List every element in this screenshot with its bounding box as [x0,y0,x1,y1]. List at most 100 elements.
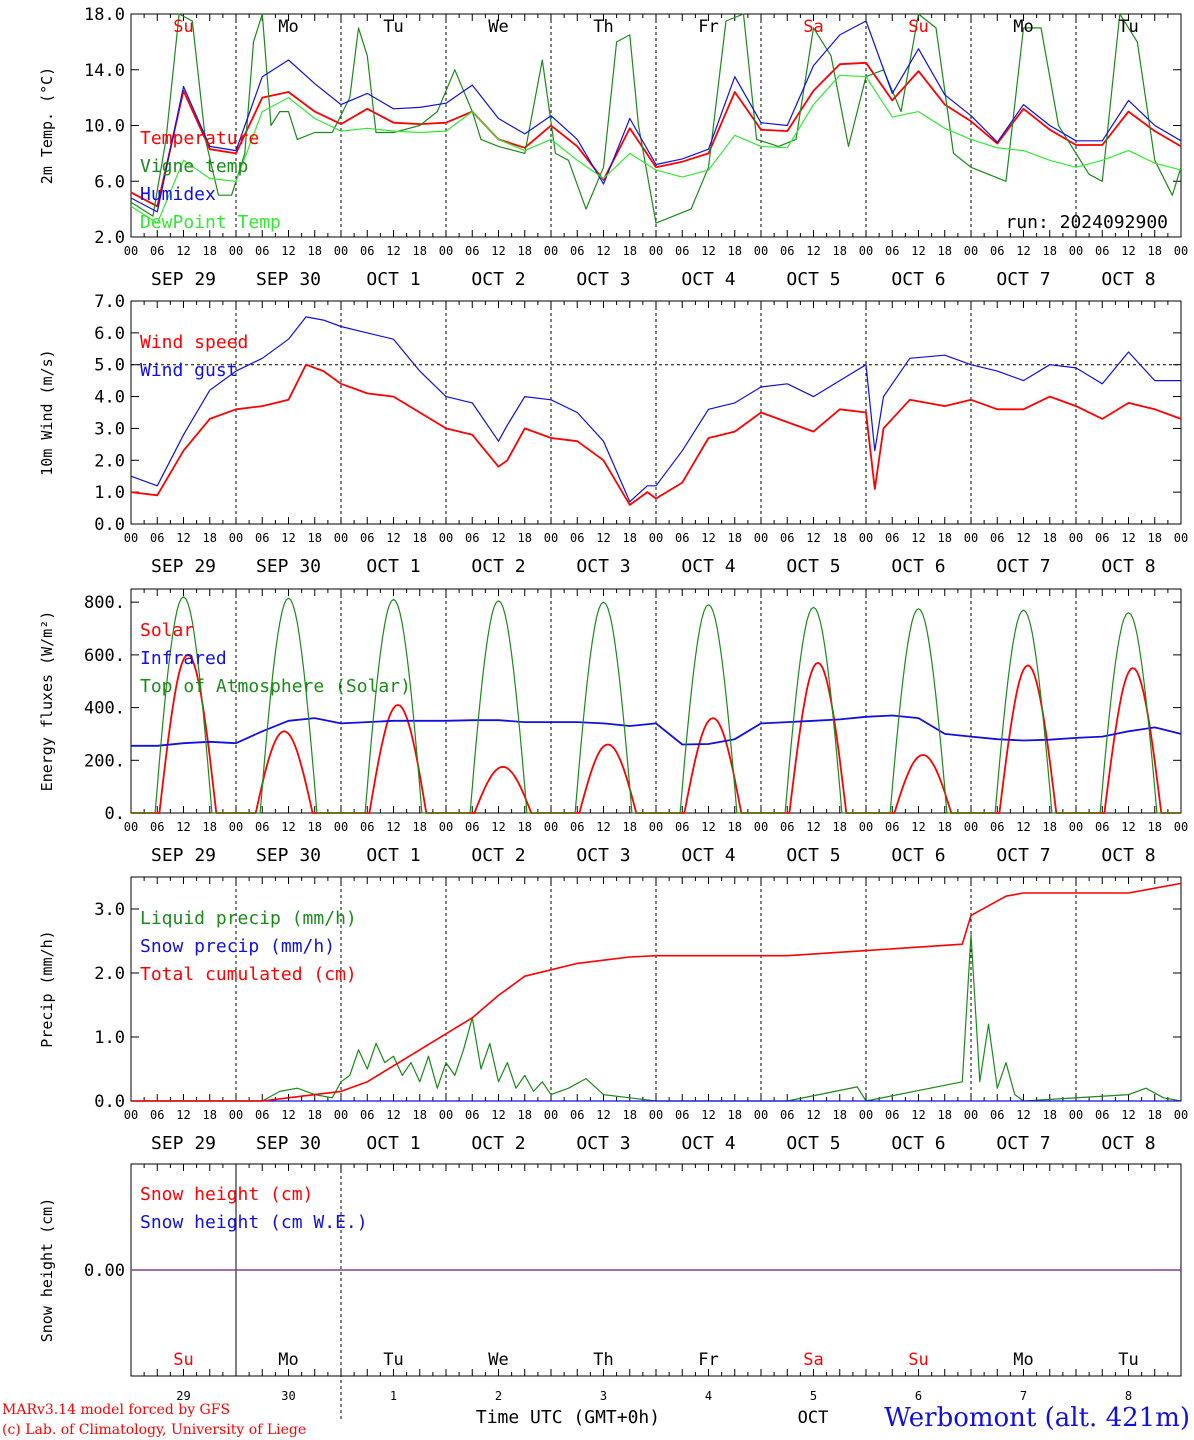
panel-3-hour-tick-label: 18 [1043,820,1057,834]
series-infrared-line [131,714,1182,747]
panel-2-hour-tick-label: 06 [885,531,899,545]
panel-3-date-label: OCT 1 [366,845,420,866]
panel-4-y-axis-label: Precip (mm/h) [38,930,56,1047]
panel-5-day-number: 1 [390,1389,397,1403]
panel-3-y-tick-label: 200. [84,751,125,771]
panel-5-weekday-label: Su [173,1350,193,1370]
panel-3-hour-tick-label: 00 [544,820,558,834]
panel-1-hour-tick-label: 12 [596,244,610,258]
panel-2-hour-tick-label: 18 [203,531,217,545]
panel-1-hour-tick-label: 06 [990,244,1004,258]
panel-4-hour-tick-label: 18 [938,1108,952,1122]
panel-3-y-tick-label: 600. [84,646,125,666]
panel-1-hour-tick-label: 18 [518,244,532,258]
panel-3-hour-tick-label: 18 [728,820,742,834]
panel-4-hour-tick-label: 00 [124,1108,138,1122]
panel-3-hour-tick-label: 12 [806,820,820,834]
panel-1-hour-tick-label: 06 [255,244,269,258]
lab-credit-line: (c) Lab. of Climatology, University of L… [2,1422,306,1438]
panel-3-hour-tick-label: 12 [701,820,715,834]
panel-1-hour-tick-label: 12 [911,244,925,258]
panel-2-hour-tick-label: 12 [701,531,715,545]
panel-4-hour-tick-label: 06 [570,1108,584,1122]
panel-1-legend-temperature: Temperature [140,128,259,149]
panel-2-hour-tick-label: 06 [255,531,269,545]
panel-3-hour-tick-label: 06 [465,820,479,834]
series-wind-speed-line [130,363,1182,506]
panel-1-y-tick-label: 14.0 [84,61,125,81]
panel-1-hour-tick-label: 06 [570,244,584,258]
panel-1-hour-tick-label: 00 [439,244,453,258]
panel-1-hour-tick-label: 12 [281,244,295,258]
panel-1-date-label: OCT 6 [891,269,945,290]
panel-4-y-tick-label: 3.0 [94,900,125,920]
panel-2-date-label: SEP 29 [151,556,216,577]
panel-4-hour-tick-label: 12 [491,1108,505,1122]
panel-4-hour-tick-label: 06 [150,1108,164,1122]
panel-2-y-tick-label: 2.0 [94,451,125,471]
panel-4-hour-tick-label: 00 [964,1108,978,1122]
panel-3-hour-tick-label: 06 [990,820,1004,834]
panel-4-legend-total-cumulated-cm-: Total cumulated (cm) [140,964,357,985]
x-axis-title: Time UTC (GMT+0h) [476,1407,660,1428]
panel-1-date-label: OCT 3 [576,269,630,290]
panel-2-date-label: OCT 8 [1101,556,1155,577]
panel-1-date-label: OCT 5 [786,269,840,290]
panel-3-hour-tick-label: 00 [229,820,243,834]
panel-4-y-tick-label: 1.0 [94,1028,125,1048]
panel-3-hour-tick-label: 06 [1095,820,1109,834]
panel-2-hour-tick-label: 12 [596,531,610,545]
panel-1-hour-tick-label: 12 [701,244,715,258]
panel-1-hour-tick-label: 06 [885,244,899,258]
panel-3-y-tick-label: 0. [105,804,125,824]
panel-4-hour-tick-label: 18 [623,1108,637,1122]
panel-1-y-axis-label: 2m Temp. (°C) [38,67,56,184]
panel-3-hour-tick-label: 12 [491,820,505,834]
panel-1-y-tick-label: 2.0 [94,228,125,248]
panel-2-hour-tick-label: 06 [570,531,584,545]
panel-3-hour-tick-label: 06 [360,820,374,834]
panel-4-hour-tick-label: 06 [675,1108,689,1122]
panel-3-hour-tick-label: 00 [964,820,978,834]
panel-1-date-label: SEP 29 [151,269,216,290]
panel-1-weekday-label: Su [908,17,928,37]
panel-1-hour-tick-label: 18 [413,244,427,258]
panel-5-day-number: 2 [495,1389,502,1403]
panel-4-hour-tick-label: 12 [596,1108,610,1122]
panel-4-hour-tick-label: 06 [780,1108,794,1122]
panel-2-hour-tick-label: 18 [518,531,532,545]
panel-2-date-label: OCT 6 [891,556,945,577]
panel-3-hour-tick-label: 18 [938,820,952,834]
panel-1-hour-tick-label: 00 [124,244,138,258]
panel-4-hour-tick-label: 00 [544,1108,558,1122]
panel-3-hour-tick-label: 06 [150,820,164,834]
panel-2-hour-tick-label: 18 [1043,531,1057,545]
panel-1-hour-tick-label: 18 [203,244,217,258]
panel-3-hour-tick-label: 12 [1121,820,1135,834]
panel-5-day-number: 5 [810,1389,817,1403]
panel-1-hour-tick-label: 00 [859,244,873,258]
panel-2-hour-tick-label: 00 [754,531,768,545]
panel-2-hour-tick-label: 06 [150,531,164,545]
panel-3-y-tick-label: 400. [84,699,125,719]
panel-2-y-tick-label: 4.0 [94,388,125,408]
panel-5-weekday-label: Su [908,1350,928,1370]
panel-2-y-tick-label: 5.0 [94,356,125,376]
panel-4-hour-tick-label: 00 [1069,1108,1083,1122]
panel-4-date-label: SEP 30 [256,1133,321,1154]
panel-4-date-label: OCT 1 [366,1133,420,1154]
panel-1-hour-tick-label: 00 [754,244,768,258]
panel-5-weekday-label: Tu [1118,1350,1138,1370]
panel-4-hour-tick-label: 18 [203,1108,217,1122]
panel-3-date-label: OCT 2 [471,845,525,866]
panel-2-hour-tick-label: 00 [439,531,453,545]
panel-1-hour-tick-label: 18 [623,244,637,258]
panel-3-hour-tick-label: 00 [124,820,138,834]
panel-2-hour-tick-label: 12 [281,531,295,545]
panel-1-date-label: OCT 4 [681,269,735,290]
panel-5-weekday-label: Th [593,1350,613,1370]
panel-3-date-label: OCT 6 [891,845,945,866]
series-temperature-line [130,61,1182,208]
panel-2-hour-tick-label: 00 [229,531,243,545]
